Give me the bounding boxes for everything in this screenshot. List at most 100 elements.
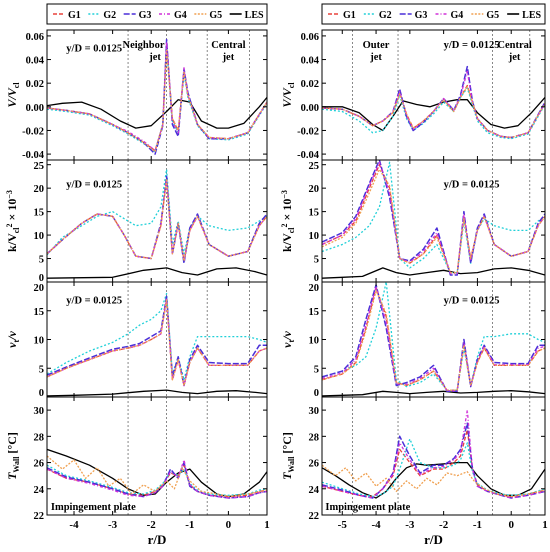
- y-tick-label: 20: [309, 283, 320, 294]
- x-tick-label: -4: [69, 519, 79, 531]
- y-tick-label: 0.06: [26, 32, 44, 43]
- y-tick-label: 15: [34, 208, 45, 219]
- y-tick-label: 28: [34, 432, 45, 443]
- panel-left-1: k/Vcl2 × 10−3: [5, 159, 268, 283]
- y-tick-label: 0: [39, 388, 44, 399]
- y-tick-label: 20: [34, 184, 45, 195]
- series-line-g5: [322, 86, 545, 139]
- y-tick-label: 28: [309, 432, 320, 443]
- y-tick-label: 5: [39, 364, 44, 375]
- y-tick-label: 5: [39, 255, 44, 266]
- annotation: y/D = 0.0125: [444, 179, 500, 190]
- y-tick-label: 10: [34, 231, 45, 242]
- y-axis-label: TWall [°C]: [5, 432, 21, 480]
- annotation: Central: [211, 40, 245, 51]
- y-tick-label: 15: [34, 307, 45, 318]
- legend-label-g3: G3: [415, 10, 428, 21]
- series-line-les: [47, 96, 267, 129]
- legend-label-g2: G2: [379, 10, 392, 21]
- y-tick-label: 26: [34, 459, 45, 470]
- x-tick-label: -3: [108, 519, 118, 531]
- y-tick-label: 26: [309, 459, 320, 470]
- y-tick-label: 5: [314, 364, 319, 375]
- series-line-g1: [322, 429, 545, 498]
- series-line-g5: [47, 49, 267, 153]
- legend-label-g5: G5: [486, 10, 499, 21]
- y-tick-label: 0.06: [301, 32, 319, 43]
- panel-left-2: νt/ν: [5, 281, 268, 398]
- annotation: y/D = 0.0125: [444, 295, 500, 306]
- series-line-les: [47, 389, 267, 397]
- y-tick-label: 0.02: [301, 79, 319, 90]
- series-line-g2: [47, 464, 267, 496]
- y-tick-label: 0: [314, 273, 319, 284]
- series-line-les: [47, 267, 267, 279]
- y-tick-label: 0: [39, 273, 44, 284]
- y-tick-label: 22: [309, 511, 320, 522]
- series-line-g5: [322, 168, 545, 274]
- y-tick-label: 20: [34, 283, 45, 294]
- panel-right-3: TWall [°C]: [280, 396, 546, 516]
- legend-right: G1 G2 G3 G4 G5 LES: [321, 3, 546, 25]
- x-tick-label: 1: [542, 519, 548, 531]
- y-tick-label: 0.00: [301, 103, 319, 114]
- annotation: Central: [497, 40, 531, 51]
- annotation: Outer: [363, 40, 390, 51]
- y-tick-label: 5: [314, 255, 319, 266]
- series-line-g4: [47, 178, 267, 262]
- y-tick-label: 24: [309, 485, 320, 496]
- x-tick-label: 0: [226, 519, 232, 531]
- y-tick-label: -0.04: [22, 150, 45, 161]
- x-tick-label: -5: [338, 519, 348, 531]
- series-line-g2: [322, 282, 545, 391]
- panel-right-2: νt/ν: [280, 281, 546, 398]
- panel-left-3: TWall [°C]: [5, 396, 268, 516]
- legend-label-g3: G3: [139, 10, 152, 21]
- x-tick-label: 0: [508, 519, 514, 531]
- series-line-g4: [322, 409, 545, 499]
- y-tick-label: 25: [309, 161, 320, 172]
- panel-frame: [321, 396, 546, 516]
- annotation: y/D = 0.0125: [66, 44, 122, 55]
- series-line-les: [322, 390, 545, 397]
- y-tick-label: 30: [309, 406, 320, 417]
- y-tick-label: 0.04: [26, 56, 45, 67]
- x-axis-label: r/D: [148, 532, 167, 547]
- y-tick-label: 15: [309, 208, 320, 219]
- x-tick-label: 1: [264, 519, 270, 531]
- y-axis-label: V/Vcl: [5, 82, 21, 108]
- y-tick-label: 0.02: [26, 79, 44, 90]
- series-line-g2: [47, 47, 267, 153]
- panel-right-1: k/Vcl2 × 10−3: [280, 159, 546, 283]
- legend-label-g1: G1: [68, 10, 81, 21]
- legend-label-les: LES: [245, 10, 264, 21]
- series-line-les: [322, 96, 545, 132]
- legend-label-les: LES: [522, 10, 541, 21]
- series-line-g5: [47, 178, 267, 262]
- y-tick-label: 20: [309, 184, 320, 195]
- y-tick-label: 15: [309, 307, 320, 318]
- panel-right-0: V/Vcl: [280, 29, 546, 161]
- x-tick-label: -1: [185, 519, 194, 531]
- y-tick-label: 22: [34, 511, 45, 522]
- y-tick-label: 10: [309, 231, 320, 242]
- series-line-g3: [322, 422, 545, 499]
- x-tick-label: -2: [147, 519, 157, 531]
- series-line-g4: [47, 298, 267, 387]
- y-tick-label: 0: [314, 388, 319, 399]
- y-axis-label: TWall [°C]: [280, 432, 296, 480]
- series-line-g3: [322, 160, 545, 276]
- series-line-g4: [322, 161, 545, 275]
- legend-label-g5: G5: [209, 10, 222, 21]
- x-tick-label: -1: [473, 519, 482, 531]
- y-tick-label: 30: [34, 406, 45, 417]
- y-axis-label: k/Vcl2 × 10−3: [5, 190, 21, 252]
- series-line-g5: [47, 298, 267, 387]
- y-axis-label: k/Vcl2 × 10−3: [280, 190, 296, 252]
- annotation: Neighbor: [122, 40, 164, 51]
- y-tick-label: -0.02: [22, 126, 44, 137]
- series-line-g2: [322, 87, 545, 140]
- y-tick-label: 25: [34, 161, 45, 172]
- legend-label-g1: G1: [343, 10, 356, 21]
